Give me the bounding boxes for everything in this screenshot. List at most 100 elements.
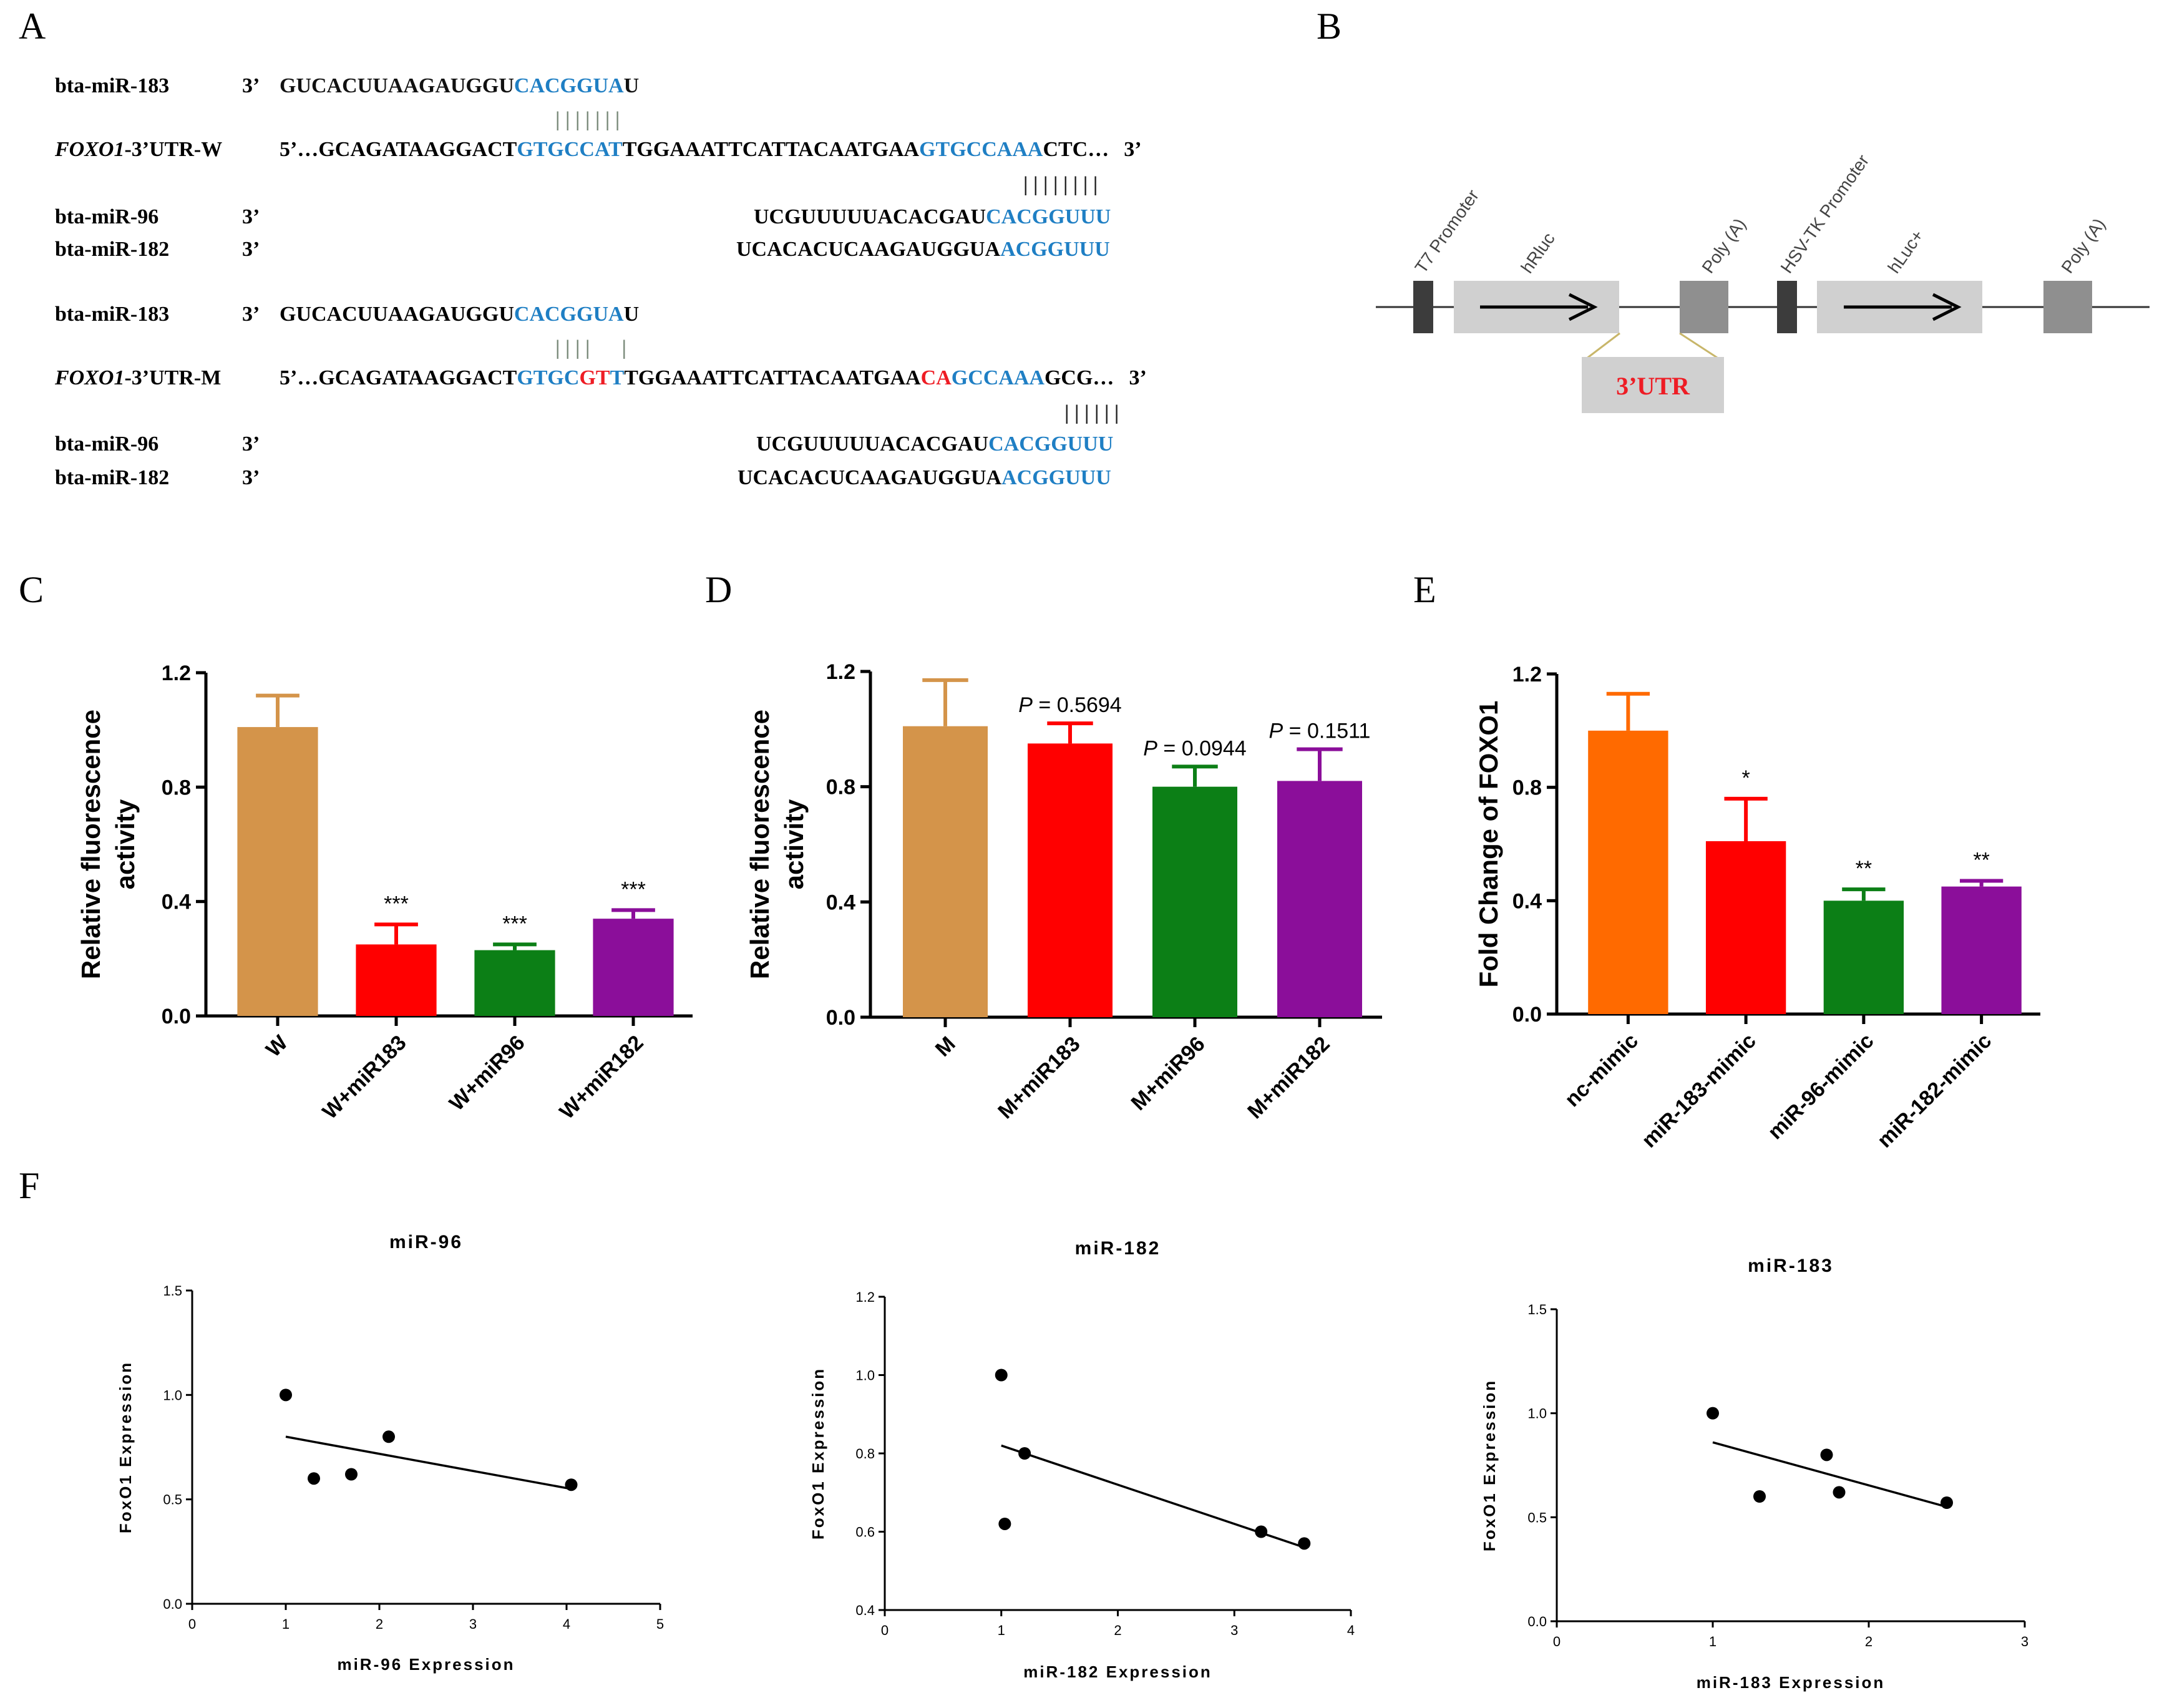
seed-part: GTGC <box>517 366 579 389</box>
y-tick-label: 0.0 <box>162 1005 191 1028</box>
x-tick-label: 0 <box>188 1616 196 1632</box>
y-tick-label: 1.0 <box>1527 1406 1547 1422</box>
bar-nc-mimic <box>1588 730 1668 1014</box>
y-axis-title: FoxO1 Expression <box>1480 1379 1499 1551</box>
seq-direction: 3’ <box>242 205 260 228</box>
scatter-title: miR-182 <box>1075 1238 1161 1259</box>
y-tick-label: 0.8 <box>855 1446 875 1462</box>
foxo1-utr-m-label: FOXO1-3’UTR-M <box>54 366 221 389</box>
seq-name-mir182: bta-miR-182 <box>55 238 169 261</box>
y-axis-title-line2: activity <box>110 799 140 889</box>
y-tick-label: 0.4 <box>162 891 191 914</box>
gene-rest: -3’UTR-W <box>124 138 222 161</box>
panel-c-bar-chart: 0.0 0.4 0.8 1.2 Relative fluorescence activit… <box>76 661 693 1124</box>
seed-part: GTGCCAT <box>517 138 623 161</box>
seq-name-mir183: bta-miR-183 <box>55 74 169 97</box>
y-tick-label: 0.8 <box>826 776 855 799</box>
y-axis-title-line2: activity <box>779 799 809 889</box>
bar-m+mir183 <box>1028 743 1113 1017</box>
seq-direction: 3’ <box>242 74 260 97</box>
utr-callout-left <box>1585 332 1620 360</box>
seq-direction: 3’ <box>242 466 260 489</box>
seq-name-mir183: bta-miR-183 <box>55 303 169 326</box>
y-axis-title: Relative fluorescence <box>745 710 774 979</box>
panel-b-vector-map: 3’UTR T7 Promoter hRluc Poly (A) HSV-TK … <box>1376 151 2150 413</box>
x-tick-label: W <box>261 1030 293 1061</box>
panel-f-mir183-scatter: 0.0 0.5 1.0 1.5 0 1 2 3 miR-183 miR-183 Expressio… <box>1480 1256 2028 1692</box>
significance-label: * <box>1742 766 1750 790</box>
scatter-title: miR-96 <box>389 1232 463 1252</box>
seq-part: GCG… <box>1045 366 1114 389</box>
seq-name-mir96: bta-miR-96 <box>55 432 158 456</box>
x-tick-label: 1 <box>282 1616 290 1632</box>
bar-w+mir183 <box>356 944 437 1016</box>
pairing-lines: | | | | | | <box>1064 401 1119 424</box>
hluc-arrow-head <box>1932 293 1962 321</box>
y-tick-label: 1.5 <box>163 1283 182 1299</box>
data-point <box>382 1430 395 1443</box>
seed-part: GTGCCAAA <box>919 138 1043 161</box>
data-point <box>1255 1525 1268 1538</box>
panel-a-alignment: bta-miR-183 3’ GUCACUUAAGAUGGUCACGGUAU |… <box>54 74 1147 489</box>
y-tick-label: 1.0 <box>163 1387 182 1403</box>
seed-part: CACGGUA <box>514 74 624 97</box>
y-tick-label: 0.5 <box>163 1492 182 1508</box>
seed-part: ACGGUUU <box>1001 466 1111 489</box>
mutation-part: GT <box>579 366 610 389</box>
t7-promoter-block <box>1413 281 1433 333</box>
x-tick-label: miR-182-mimic <box>1872 1029 1996 1153</box>
polya-block-1 <box>1680 281 1728 333</box>
x-tick-label: 1 <box>1709 1634 1717 1649</box>
panel-label-d: D <box>705 569 732 610</box>
x-tick-label: M <box>931 1032 960 1061</box>
y-tick-label: 0.8 <box>1512 776 1542 800</box>
bar-mir-183-mimic <box>1705 841 1786 1014</box>
bar-m+mir182 <box>1277 781 1362 1017</box>
x-tick-label: 1 <box>998 1623 1005 1638</box>
significance-label: *** <box>502 912 527 935</box>
seq-part: UCGUUUUUACACGAU <box>756 432 988 456</box>
y-tick-label: 0.6 <box>855 1525 875 1540</box>
seed-part: CACGGUA <box>514 303 624 326</box>
regression-line <box>285 1435 572 1490</box>
utr-label: 3’UTR <box>1616 372 1690 400</box>
hsv-tk-promoter-label: HSV-TK Promoter <box>1777 151 1873 276</box>
seq-name-mir96: bta-miR-96 <box>55 205 158 228</box>
data-point <box>1820 1448 1833 1462</box>
x-tick-label: nc-mimic <box>1561 1029 1643 1111</box>
significance-label: ** <box>1973 849 1989 872</box>
data-point <box>1018 1447 1031 1460</box>
x-tick-label: 0 <box>881 1623 889 1638</box>
foxo1-utr-w-label: FOXO1-3’UTR-W <box>54 138 222 161</box>
data-point <box>280 1388 292 1402</box>
gene-rest: -3’UTR-M <box>124 366 221 389</box>
x-tick-label: 0 <box>1553 1634 1561 1649</box>
seq-part: 5’… <box>280 138 318 161</box>
mir182-sequence: UCACACUCAAGAUGGUAACGGUUU <box>738 466 1111 489</box>
p-value-label: P = 0.5694 <box>1018 693 1121 717</box>
seq-direction: 3’ <box>242 238 260 261</box>
polya-block-2 <box>2043 281 2092 333</box>
x-tick-label: M+miR182 <box>1243 1032 1334 1123</box>
gene-italic: FOXO1 <box>54 366 124 389</box>
x-tick-label: 3 <box>2021 1634 2028 1649</box>
regression-line <box>1712 1441 1947 1508</box>
bar-m+mir96 <box>1152 786 1237 1017</box>
seq-part: GUCACUUAAGAUGGU <box>280 74 514 97</box>
y-tick-label: 0.0 <box>1512 1003 1542 1027</box>
panel-f-mir96-scatter: 0.0 0.5 1.0 1.5 0 1 2 3 4 5 miR-96 miR-96 Expressio… <box>116 1232 664 1674</box>
utr-callout-right <box>1679 332 1720 360</box>
foxo1-m-sequence: 5’…GCAGATAAGGACTGTGCGTTTGGAAATTCATTACAAT… <box>280 366 1147 389</box>
seq-direction: 3’ <box>242 432 260 456</box>
bar-w <box>237 727 318 1016</box>
data-point <box>1753 1490 1766 1503</box>
x-tick-label: W+miR96 <box>445 1031 530 1116</box>
x-tick-label: 5 <box>656 1616 664 1632</box>
mir96-sequence: UCGUUUUUACACGAUCACGGUUU <box>756 432 1113 456</box>
scatter-title: miR-183 <box>1748 1256 1834 1276</box>
y-tick-label: 1.2 <box>162 661 191 685</box>
significance-label: *** <box>621 877 646 901</box>
y-tick-label: 1.5 <box>1527 1302 1547 1317</box>
p-value-label: P = 0.0944 <box>1143 736 1246 760</box>
y-tick-label: 0.5 <box>1527 1510 1547 1525</box>
